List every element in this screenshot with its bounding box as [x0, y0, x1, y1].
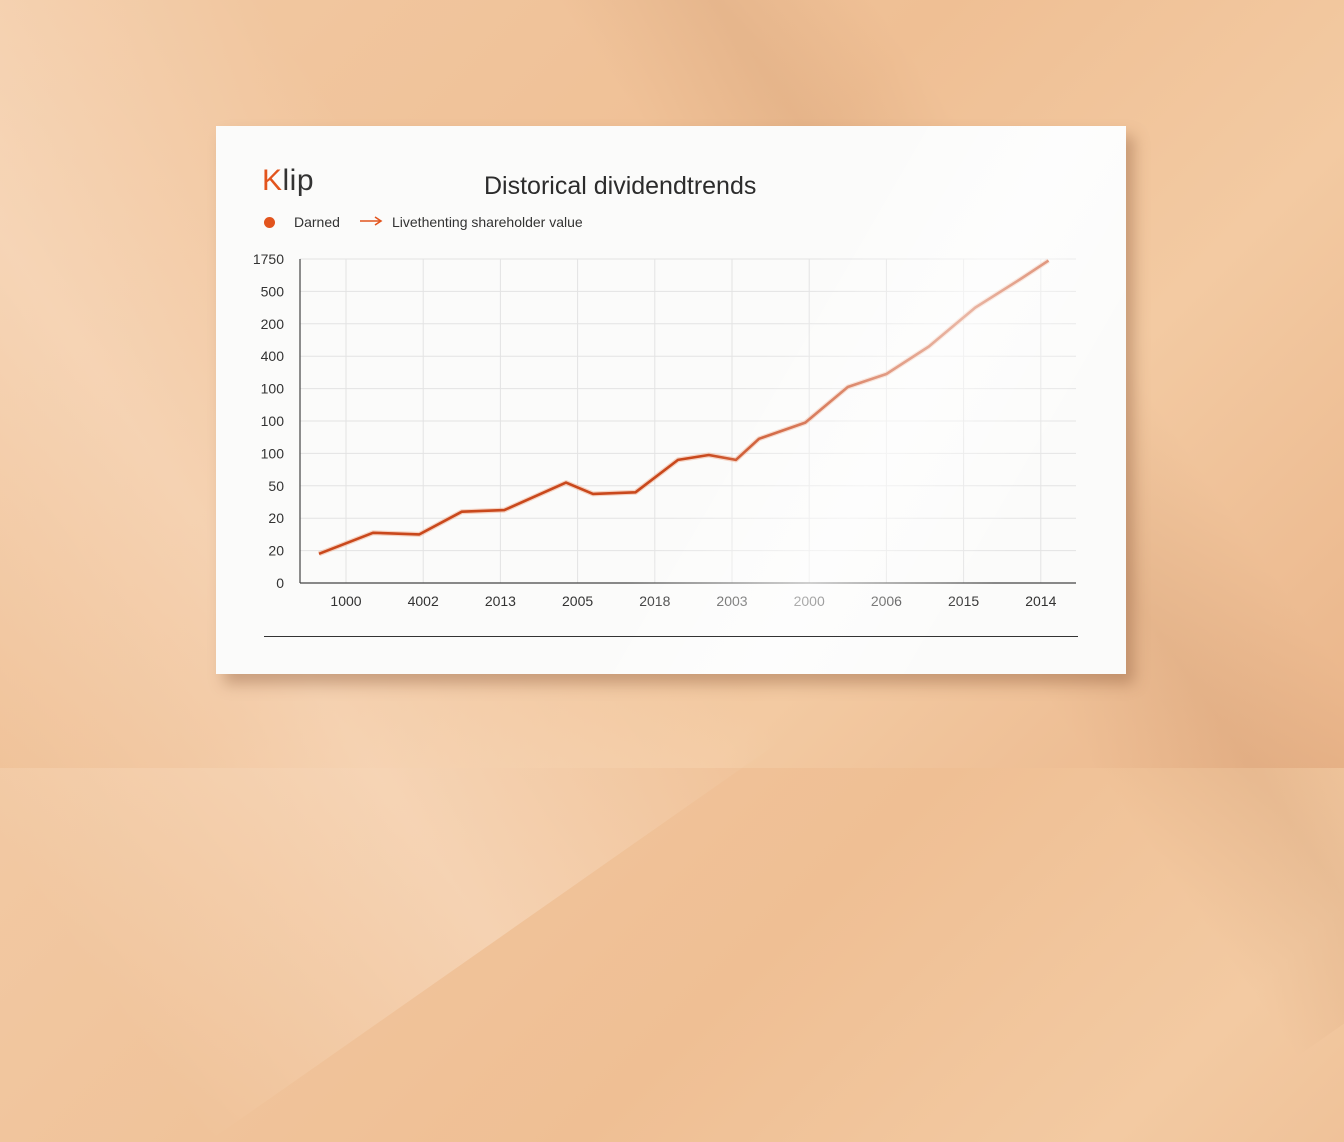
y-tick-label: 100 [261, 381, 285, 397]
x-tick-label: 2018 [639, 593, 670, 609]
x-tick-label: 2005 [562, 593, 593, 609]
x-tick-label: 2014 [1025, 593, 1056, 609]
line-chart: 0 20 20 50 100 100 100 400 200 500 1750 1000 4002 201… [253, 251, 1076, 609]
y-tick-label: 400 [261, 348, 285, 364]
y-tick-label: 20 [268, 543, 284, 559]
x-tick-label: 1000 [330, 593, 361, 609]
x-tick-label: 2013 [485, 593, 516, 609]
y-tick-label: 100 [261, 413, 285, 429]
y-tick-label: 20 [268, 510, 284, 526]
x-tick-label: 2015 [948, 593, 979, 609]
series-line-glow [318, 258, 1050, 557]
y-tick-label: 200 [261, 316, 285, 332]
y-tick-label: 50 [268, 478, 284, 494]
y-tick-label: 0 [276, 575, 284, 591]
x-tick-label: 2000 [794, 593, 825, 609]
x-tick-label: 2006 [871, 593, 902, 609]
x-tick-label: 4002 [408, 593, 439, 609]
chart-card: Klip Distorical dividendtrends Darned Li… [216, 126, 1126, 674]
footer-rule [264, 636, 1078, 637]
y-tick-label: 100 [261, 445, 285, 461]
series-line [318, 259, 1050, 556]
y-tick-label: 1750 [253, 251, 284, 267]
x-tick-label: 2003 [716, 593, 747, 609]
y-tick-label: 500 [261, 283, 285, 299]
